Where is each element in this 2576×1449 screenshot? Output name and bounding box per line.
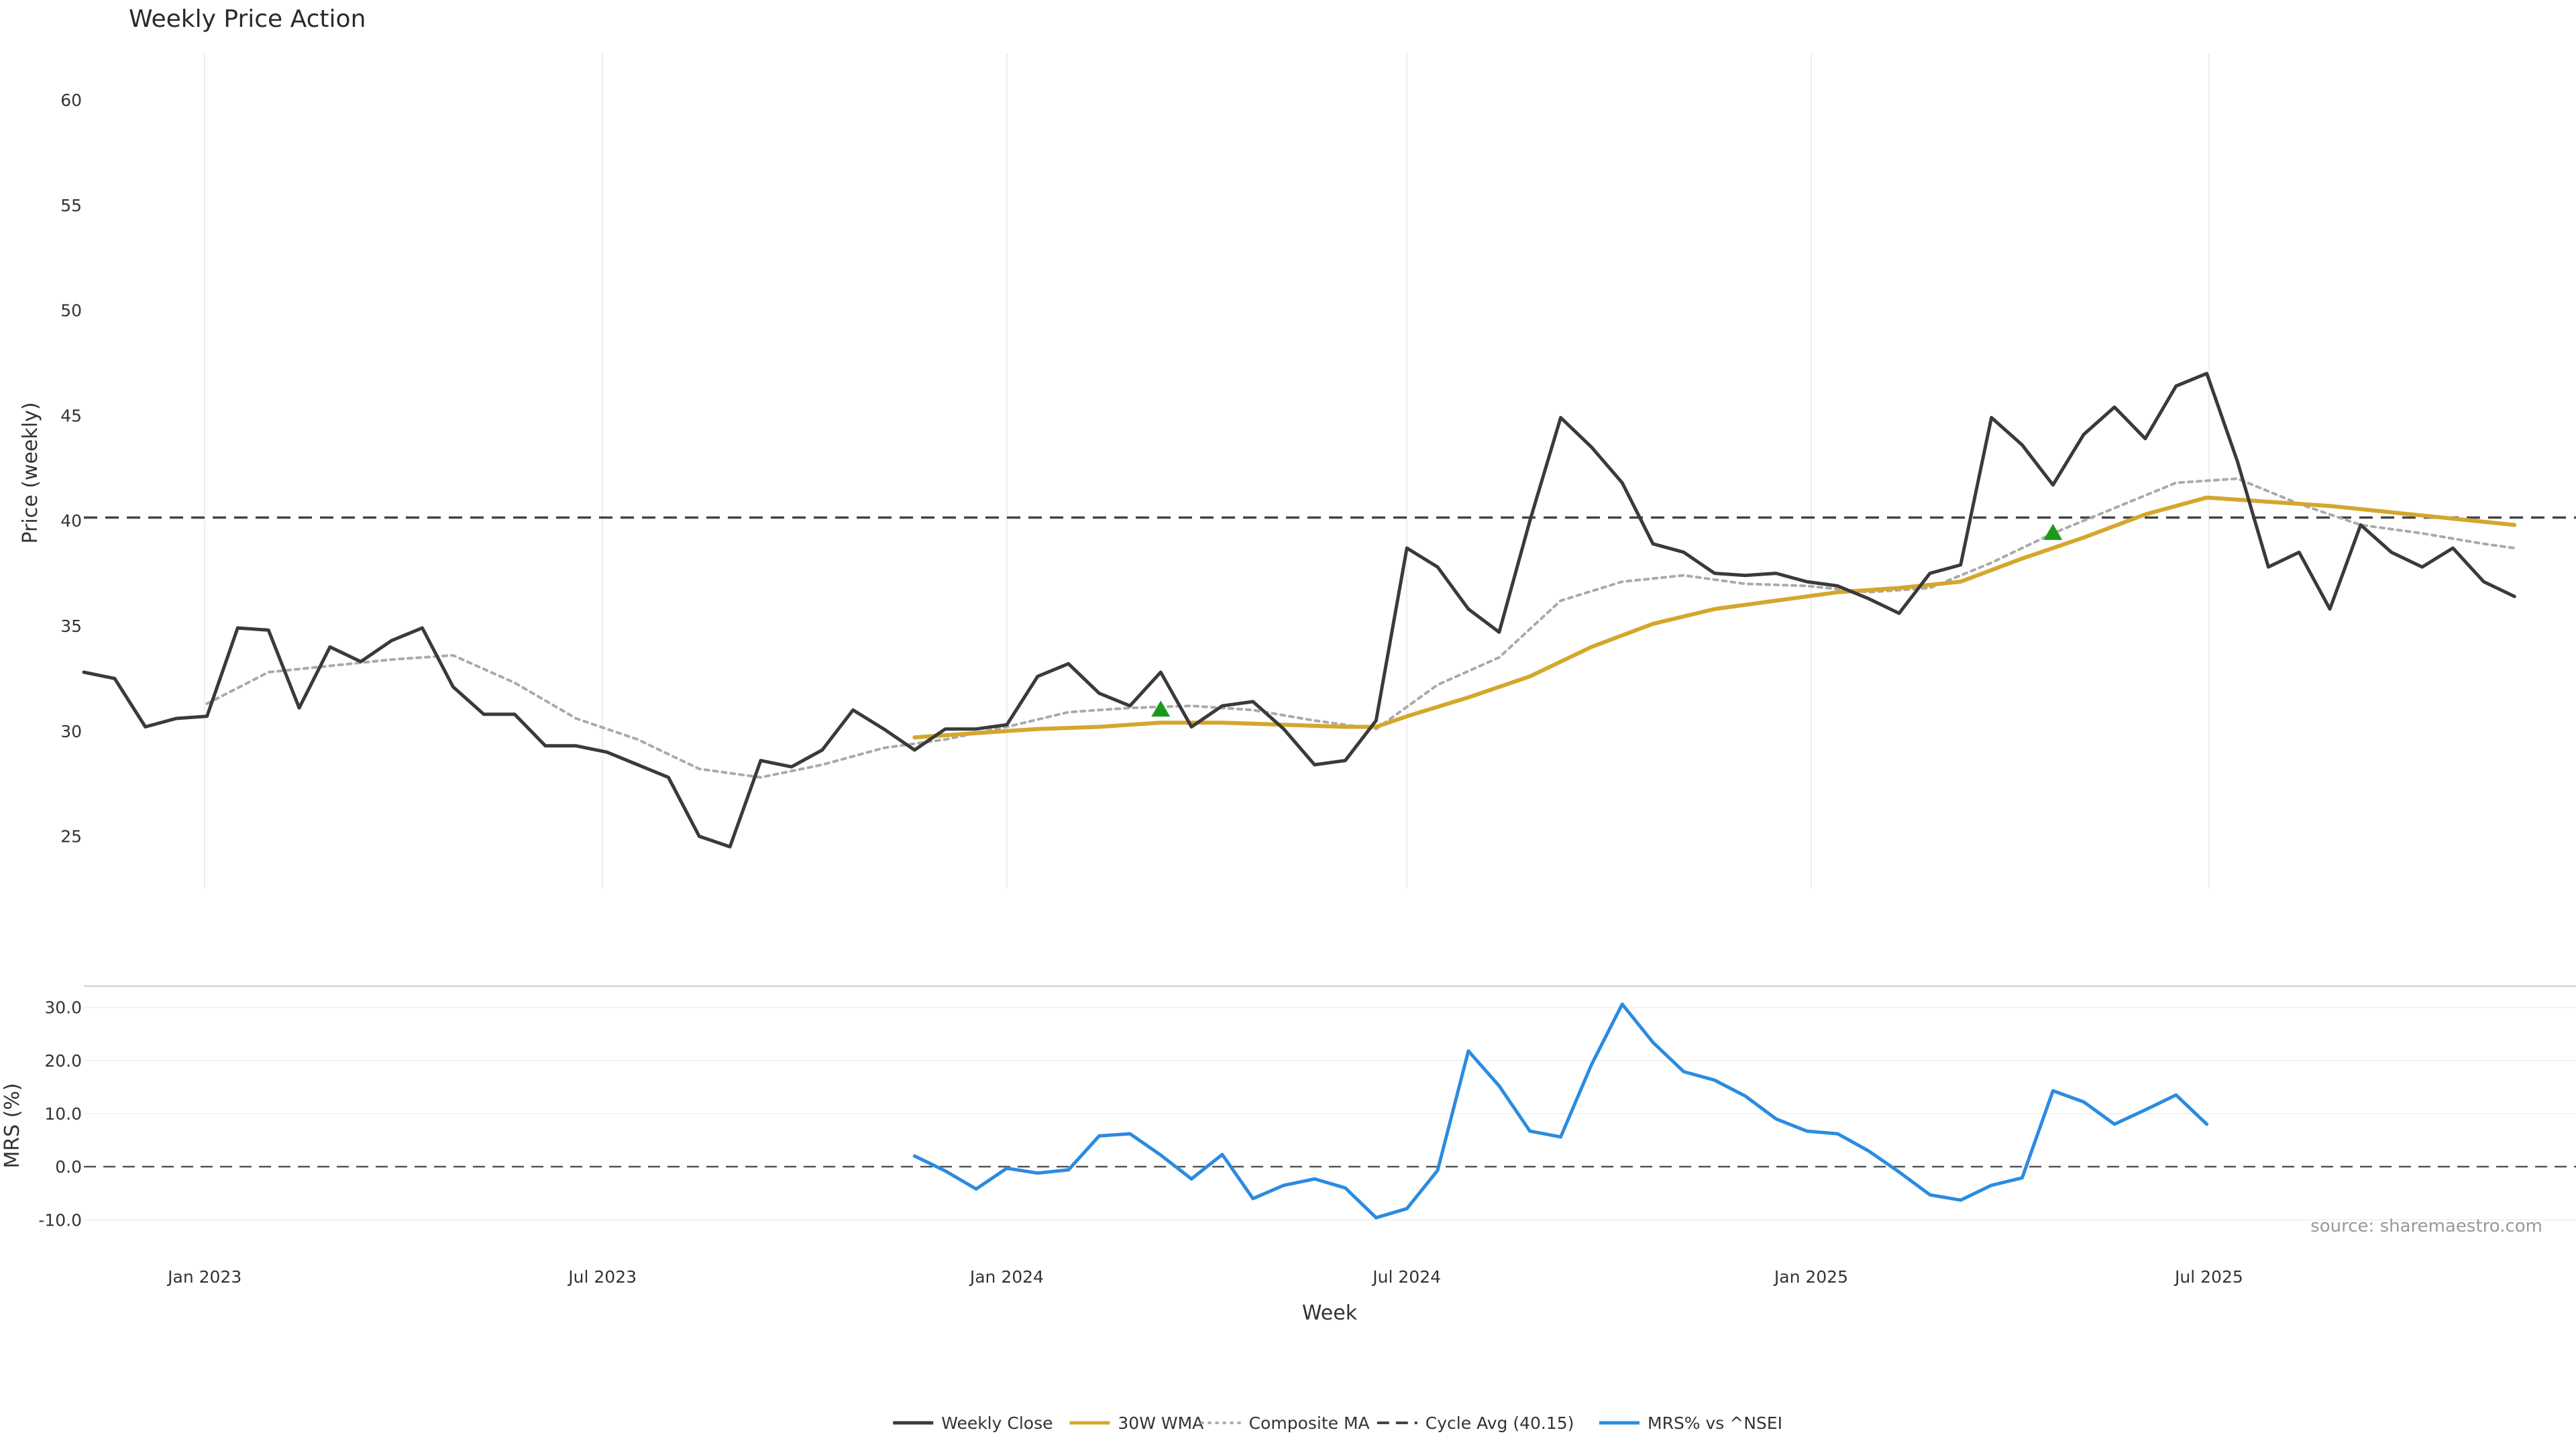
- x-tick-label-4: Jan 2025: [1773, 1267, 1848, 1287]
- legend-label-1: 30W WMA: [1118, 1413, 1203, 1433]
- x-tick-label-1: Jul 2023: [567, 1267, 637, 1287]
- buy-marker-1: [2043, 523, 2063, 540]
- legend-item-3: Cycle Avg (40.15): [1377, 1413, 1574, 1433]
- wma-30w-line: [912, 495, 2517, 740]
- price-y-tick-2: 35: [60, 616, 82, 636]
- legend: Weekly Close 30W WMA Composite MA Cycle Avg…: [893, 1413, 1782, 1433]
- price-y-tick-5: 50: [60, 301, 82, 321]
- chart-title: Weekly Price Action: [129, 5, 366, 33]
- x-axis-label: Week: [1302, 1301, 1358, 1325]
- x-tick-label-5: Jul 2025: [2174, 1267, 2243, 1287]
- price-y-axis-label: Price (weekly): [19, 402, 42, 543]
- x-tick-label-3: Jul 2024: [1371, 1267, 1441, 1287]
- weekly-close-line: [82, 372, 2516, 849]
- source-credit: source: sharemaestro.com: [2310, 1216, 2542, 1236]
- price-y-tick-3: 40: [60, 511, 82, 531]
- price-y-tick-4: 45: [60, 406, 82, 425]
- mrs-y-tick-2: 10.0: [44, 1104, 82, 1124]
- price-y-tick-1: 30: [60, 722, 82, 741]
- legend-label-3: Cycle Avg (40.15): [1426, 1413, 1574, 1433]
- mrs-y-tick-3: 20.0: [44, 1051, 82, 1071]
- price-y-tick-0: 25: [60, 827, 82, 847]
- legend-item-1: 30W WMA: [1069, 1413, 1203, 1433]
- legend-item-0: Weekly Close: [893, 1413, 1053, 1433]
- mrs-y-tick-4: 30.0: [44, 998, 82, 1018]
- legend-label-0: Weekly Close: [941, 1413, 1053, 1433]
- composite-ma-line: [205, 477, 2516, 779]
- buy-marker-0: [1151, 700, 1171, 717]
- grid: [84, 54, 2576, 1221]
- legend-label-2: Composite MA: [1249, 1413, 1370, 1433]
- x-tick-label-0: Jan 2023: [166, 1267, 241, 1287]
- legend-item-2: Composite MA: [1200, 1413, 1370, 1433]
- reference-lines: [84, 516, 2576, 1168]
- mrs-y-tick-0: -10.0: [38, 1210, 82, 1230]
- series: [82, 372, 2517, 1220]
- mrs-y-axis-label: MRS (%): [1, 1083, 24, 1168]
- legend-label-4: MRS% vs ^NSEI: [1648, 1413, 1782, 1433]
- price-y-tick-7: 60: [60, 91, 82, 110]
- legend-item-4: MRS% vs ^NSEI: [1599, 1413, 1782, 1433]
- mrs-line: [912, 1002, 2209, 1220]
- mrs-y-tick-1: 0.0: [55, 1157, 82, 1177]
- tick-labels: Jan 2023 Jul 2023 Jan 2024 Jul 2024 Jan 2025…: [38, 91, 2243, 1287]
- signal-markers: [1151, 523, 2063, 717]
- x-tick-label-2: Jan 2024: [969, 1267, 1044, 1287]
- price-y-tick-6: 55: [60, 196, 82, 215]
